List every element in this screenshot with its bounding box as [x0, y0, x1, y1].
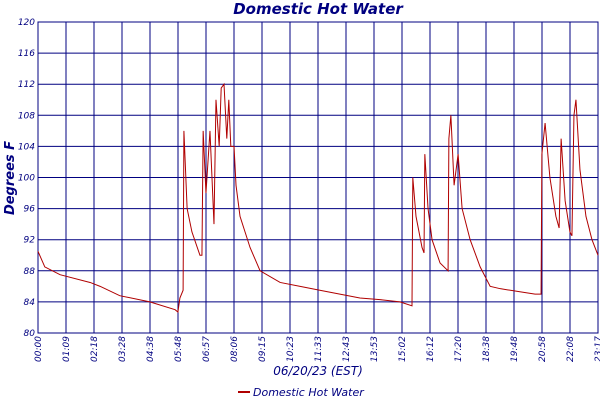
chart-title: Domestic Hot Water [233, 0, 404, 18]
x-tick-label: 18:38 [482, 336, 492, 362]
y-tick-label: 104 [18, 142, 35, 152]
x-tick-label: 04:38 [146, 336, 156, 362]
x-tick-label: 15:02 [398, 336, 408, 362]
x-axis-label: 06/20/23 (EST) [273, 364, 363, 378]
x-tick-label: 03:28 [118, 336, 128, 362]
x-tick-label: 09:15 [258, 336, 268, 362]
data-line [37, 82, 599, 313]
y-tick-label: 84 [24, 298, 36, 308]
x-tick-label: 06:57 [202, 336, 212, 362]
x-tick-label: 20:58 [538, 336, 548, 362]
y-tick-label: 112 [18, 80, 35, 90]
x-tick-label: 08:06 [230, 336, 240, 362]
y-tick-label: 92 [24, 236, 36, 246]
y-tick-label: 116 [18, 49, 35, 59]
y-tick-label: 120 [18, 18, 35, 28]
x-tick-label: 01:09 [62, 336, 72, 362]
x-tick-label: 05:48 [174, 336, 184, 362]
y-axis-label: Degrees F [3, 141, 18, 215]
x-tick-label: 13:53 [370, 336, 380, 362]
x-tick-label: 19:48 [510, 336, 520, 362]
y-tick-label: 88 [24, 267, 36, 277]
x-tick-label: 17:20 [454, 336, 464, 362]
x-tick-label: 02:18 [90, 336, 100, 362]
x-tick-label: 16:12 [426, 336, 436, 362]
x-tick-label: 00:00 [34, 336, 44, 362]
x-tick-label: 12:43 [342, 336, 352, 362]
x-tick-label: 22:08 [566, 336, 576, 362]
y-tick-label: 96 [24, 205, 36, 215]
y-tick-label: 80 [24, 329, 36, 339]
x-tick-label: 11:33 [314, 336, 324, 362]
x-tick-label: 23:17 [594, 336, 600, 362]
legend-label: Domestic Hot Water [253, 386, 365, 399]
x-tick-label: 10:23 [286, 336, 296, 362]
y-tick-label: 108 [18, 111, 35, 121]
y-tick-label: 100 [18, 174, 35, 184]
